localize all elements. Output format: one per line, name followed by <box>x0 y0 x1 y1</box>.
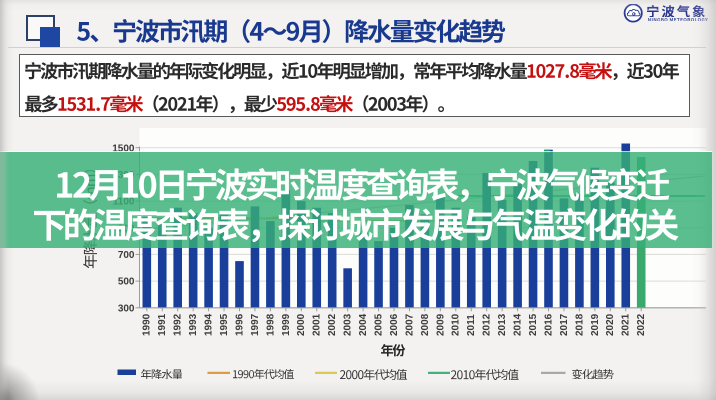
svg-text:1991: 1991 <box>157 313 168 336</box>
svg-text:2007: 2007 <box>404 313 415 336</box>
svg-text:1992: 1992 <box>173 313 184 336</box>
svg-text:2020: 2020 <box>605 313 616 336</box>
svg-text:2001: 2001 <box>312 313 323 336</box>
svg-text:2011: 2011 <box>466 314 477 336</box>
svg-text:300: 300 <box>118 303 135 314</box>
svg-text:1994: 1994 <box>204 313 215 336</box>
svg-text:2018: 2018 <box>574 313 585 336</box>
svg-text:2003: 2003 <box>343 313 354 336</box>
svg-text:1996: 1996 <box>234 313 245 336</box>
svg-text:700: 700 <box>118 250 135 261</box>
svg-text:500: 500 <box>118 277 135 288</box>
svg-text:2013: 2013 <box>497 313 508 336</box>
svg-text:2008: 2008 <box>420 313 431 336</box>
svg-text:1993: 1993 <box>188 313 199 336</box>
svg-text:2019: 2019 <box>590 313 601 336</box>
svg-text:2012: 2012 <box>482 313 493 336</box>
svg-text:1998: 1998 <box>265 313 276 336</box>
svg-text:1990: 1990 <box>142 313 153 336</box>
svg-text:2015: 2015 <box>528 313 539 336</box>
svg-text:2014: 2014 <box>513 313 524 336</box>
svg-text:1997: 1997 <box>250 313 261 336</box>
svg-text:2009: 2009 <box>435 313 446 336</box>
svg-text:2006: 2006 <box>389 313 400 336</box>
svg-text:2010: 2010 <box>451 313 462 336</box>
svg-text:2021: 2021 <box>621 313 632 336</box>
svg-text:2017: 2017 <box>559 313 570 336</box>
svg-text:1995: 1995 <box>219 313 230 336</box>
svg-text:2000: 2000 <box>296 313 307 336</box>
svg-text:2022: 2022 <box>636 313 647 336</box>
svg-text:2002: 2002 <box>327 313 338 336</box>
svg-text:2005: 2005 <box>373 313 384 336</box>
svg-text:2004: 2004 <box>358 313 369 336</box>
svg-text:1999: 1999 <box>281 313 292 336</box>
svg-text:2016: 2016 <box>543 313 554 336</box>
